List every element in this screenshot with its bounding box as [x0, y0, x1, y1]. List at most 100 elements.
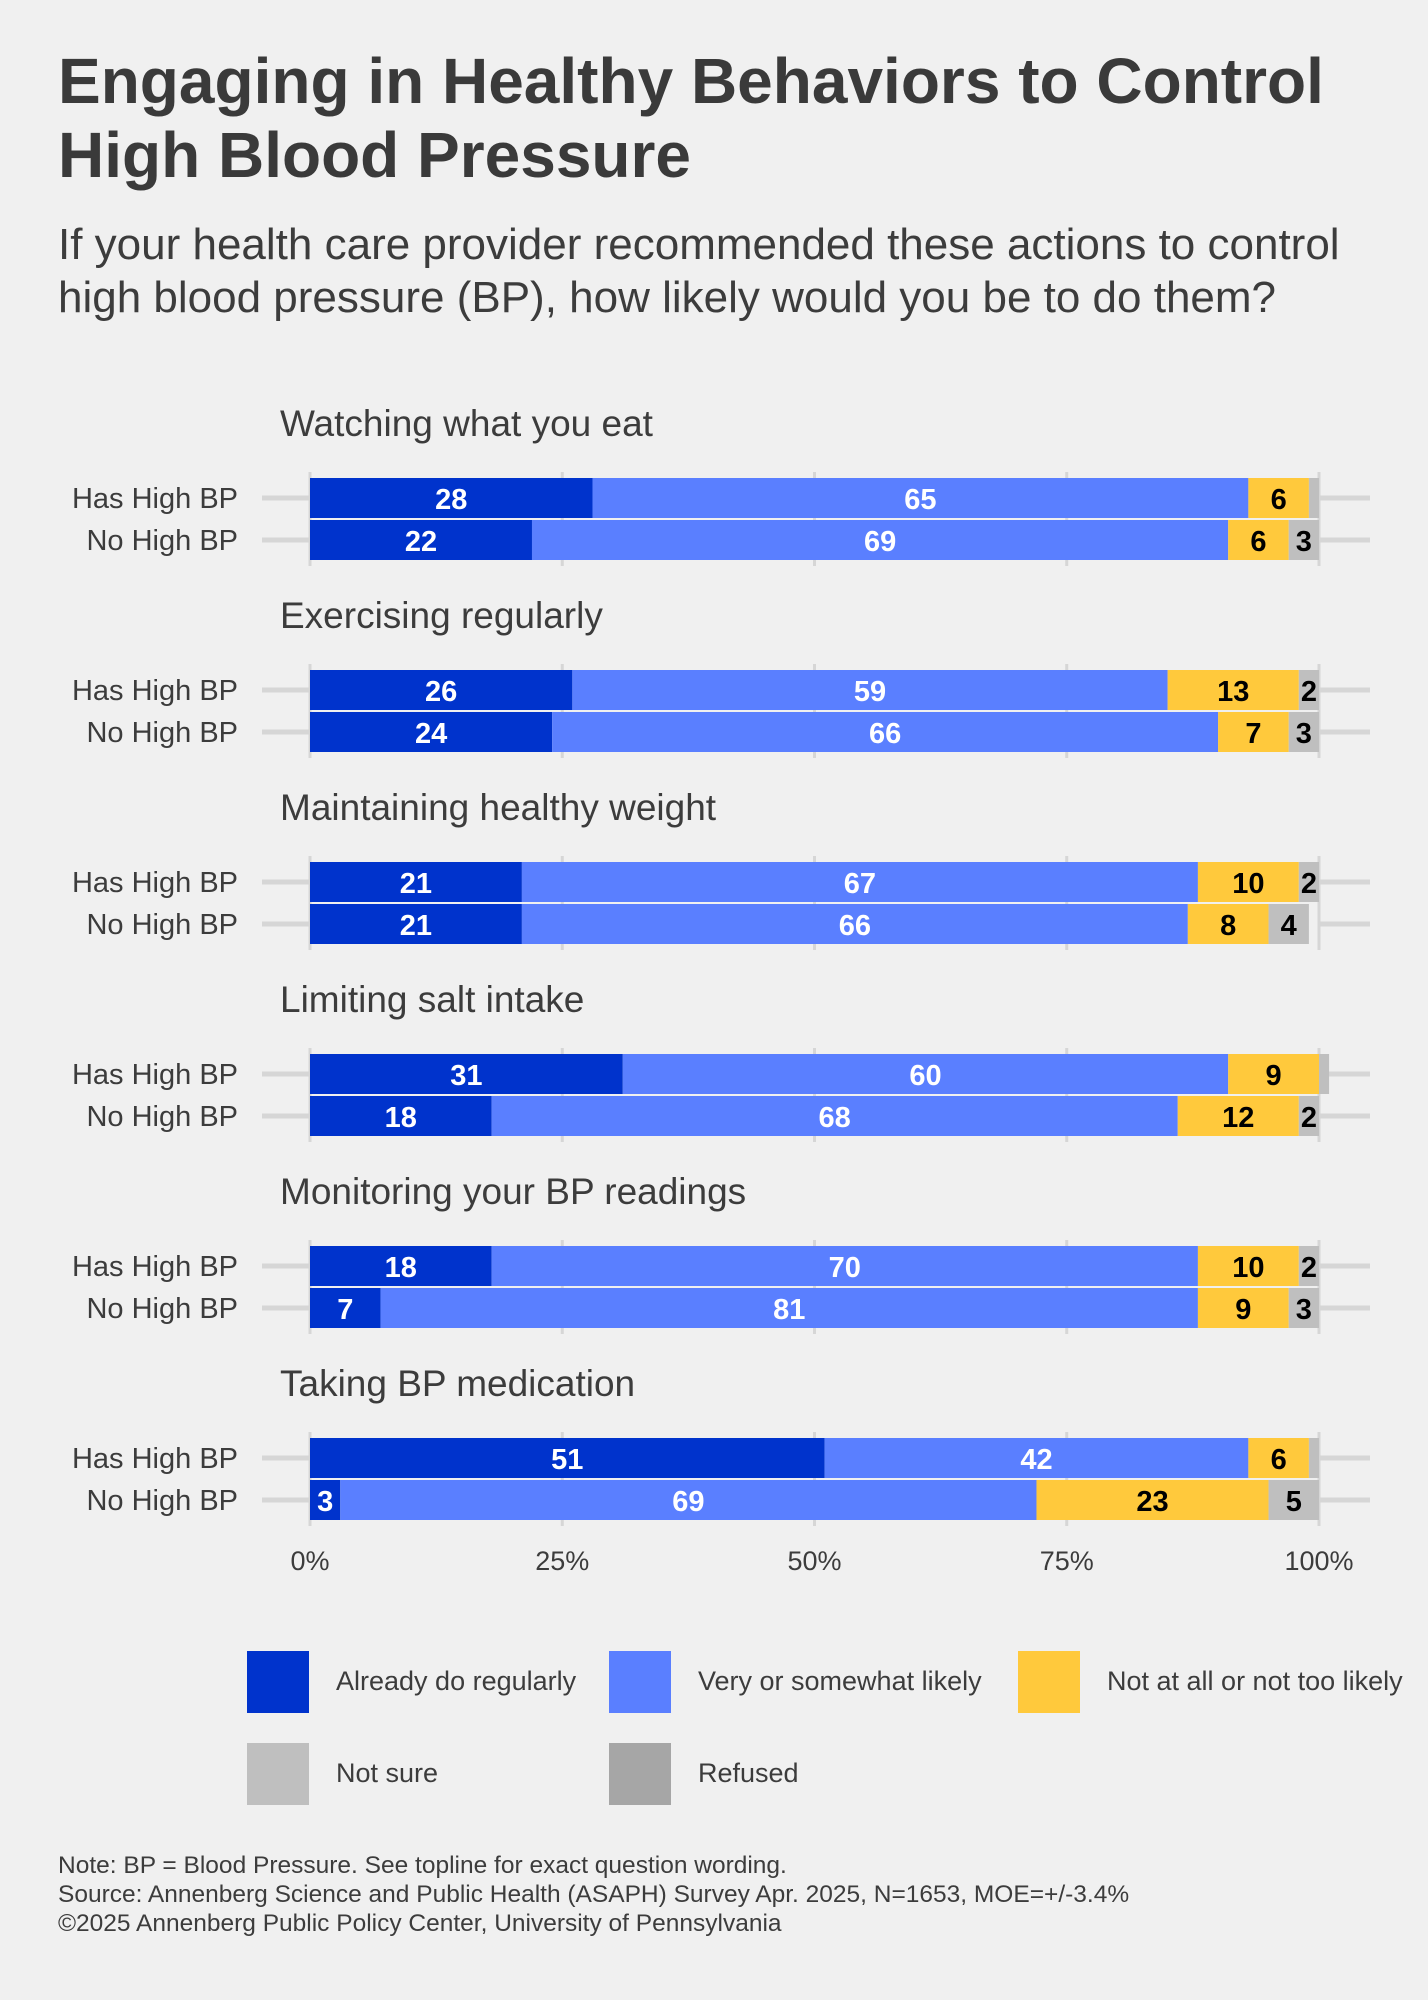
data-label: 23: [1136, 1486, 1168, 1518]
data-label: 26: [425, 676, 457, 708]
bar-segment-already: [310, 712, 553, 752]
x-tick-label: 75%: [1040, 1546, 1094, 1576]
data-label: 6: [1271, 484, 1287, 516]
bar-segment-not-likely: [1187, 904, 1269, 944]
bar-segment-likely: [491, 1096, 1178, 1136]
bar-segment-already: [310, 478, 593, 518]
data-label: 3: [1296, 526, 1312, 558]
row-label: No High BP: [86, 1485, 238, 1517]
data-label: 81: [773, 1294, 805, 1326]
stacked-bar-chart: Watching what you eat Has High BP 28 6 5 6 No …: [72, 403, 1370, 1576]
data-label: 10: [1232, 868, 1264, 900]
bar-segment-already: [310, 1288, 381, 1328]
data-label: 2: [1301, 676, 1317, 708]
data-label: 4: [1281, 910, 1297, 942]
data-label: 6: [1271, 1444, 1287, 1476]
bar-segment-not-sure: [1268, 904, 1309, 944]
bar-segment-likely: [824, 1438, 1249, 1478]
bar-segment-already: [310, 862, 522, 902]
row-label: Has High BP: [72, 867, 238, 899]
data-label: 70: [829, 1252, 861, 1284]
x-tick-label: 50%: [787, 1546, 841, 1576]
legend-swatch-likely: [609, 1651, 671, 1713]
x-tick-label: 100%: [1284, 1546, 1353, 1576]
bar-segment-likely: [521, 862, 1198, 902]
data-label: 12: [1222, 1102, 1254, 1134]
bar-segment-not-likely: [1197, 862, 1299, 902]
bar-segment-likely: [592, 478, 1249, 518]
data-label: 69: [672, 1486, 704, 1518]
row-label: No High BP: [86, 1293, 238, 1325]
bar-segment-not-sure: [1288, 520, 1319, 560]
row-label: Has High BP: [72, 1251, 238, 1283]
footer-note: Note: BP = Blood Pressure. See topline f…: [58, 1852, 787, 1879]
footer-source: Source: Annenberg Science and Public Hea…: [58, 1881, 1130, 1908]
data-label: 21: [400, 868, 432, 900]
bar-segment-already: [310, 1438, 825, 1478]
bar-segment-not-sure: [1298, 670, 1319, 710]
data-label: 60: [909, 1060, 941, 1092]
bar-segment-likely: [380, 1288, 1198, 1328]
bar-segment-likely: [622, 1054, 1229, 1094]
data-label: 28: [435, 484, 467, 516]
group-label: Watching what you eat: [280, 403, 654, 444]
data-label: 13: [1217, 676, 1249, 708]
data-label: 22: [405, 526, 437, 558]
bar-segment-likely: [552, 712, 1219, 752]
bar-segment-already: [310, 1246, 492, 1286]
data-label: 24: [415, 718, 447, 750]
bar-segment-not-sure: [1319, 1054, 1330, 1094]
data-label: 51: [551, 1444, 583, 1476]
bar-segment-already: [310, 1054, 623, 1094]
data-label: 5: [1286, 1486, 1302, 1518]
bar-segment-likely: [531, 520, 1229, 560]
data-label: 10: [1232, 1252, 1264, 1284]
bar-segment-not-likely: [1197, 1288, 1289, 1328]
data-label: 3: [317, 1486, 333, 1518]
row-label: No High BP: [86, 717, 238, 749]
data-label: 69: [864, 526, 896, 558]
data-label: 2: [1301, 868, 1317, 900]
data-label: 59: [854, 676, 886, 708]
bar-segment-not-likely: [1197, 1246, 1299, 1286]
data-label: 7: [337, 1294, 353, 1326]
legend-label: Not sure: [336, 1758, 439, 1788]
data-label: 7: [1245, 718, 1261, 750]
bar-segment-not-likely: [1248, 1438, 1309, 1478]
footer-copyright: ©2025 Annenberg Public Policy Center, Un…: [58, 1910, 782, 1937]
bar-segment-not-likely: [1228, 520, 1289, 560]
data-label: 21: [400, 910, 432, 942]
bar-segment-not-sure: [1268, 1480, 1319, 1520]
legend-swatch-refused: [609, 1743, 671, 1805]
data-label: 66: [869, 718, 901, 750]
data-label: 3: [1296, 718, 1312, 750]
data-label: 18: [385, 1102, 417, 1134]
bar-segment-not-sure: [1298, 862, 1319, 902]
data-label: 31: [450, 1060, 482, 1092]
bar-segment-not-likely: [1218, 712, 1289, 752]
data-label: 66: [839, 910, 871, 942]
data-label: 2: [1301, 1102, 1317, 1134]
legend-label: Already do regularly: [336, 1666, 577, 1696]
group-label: Monitoring your BP readings: [280, 1171, 746, 1212]
bar-segment-already: [310, 520, 532, 560]
bar-segment-not-likely: [1248, 478, 1309, 518]
data-label: 18: [385, 1252, 417, 1284]
legend-swatch-not-likely: [1018, 1651, 1080, 1713]
legend-swatch-not-sure: [247, 1743, 309, 1805]
bar-segment-not-likely: [1167, 670, 1299, 710]
row-label: No High BP: [86, 525, 238, 557]
bar-segment-not-sure: [1298, 1096, 1319, 1136]
legend-swatch-already: [247, 1651, 309, 1713]
row-label: No High BP: [86, 1101, 238, 1133]
bar-segment-likely: [340, 1480, 1037, 1520]
bar-segment-not-likely: [1036, 1480, 1269, 1520]
data-label: 6: [1250, 526, 1266, 558]
row-label: Has High BP: [72, 1059, 238, 1091]
chart-title: Engaging in Healthy Behaviors to Control…: [58, 45, 1324, 191]
legend-label: Refused: [698, 1758, 799, 1788]
bar-segment-not-sure: [1308, 1438, 1319, 1478]
data-label: 68: [819, 1102, 851, 1134]
row-label: Has High BP: [72, 1443, 238, 1475]
group-label: Limiting salt intake: [280, 979, 584, 1020]
